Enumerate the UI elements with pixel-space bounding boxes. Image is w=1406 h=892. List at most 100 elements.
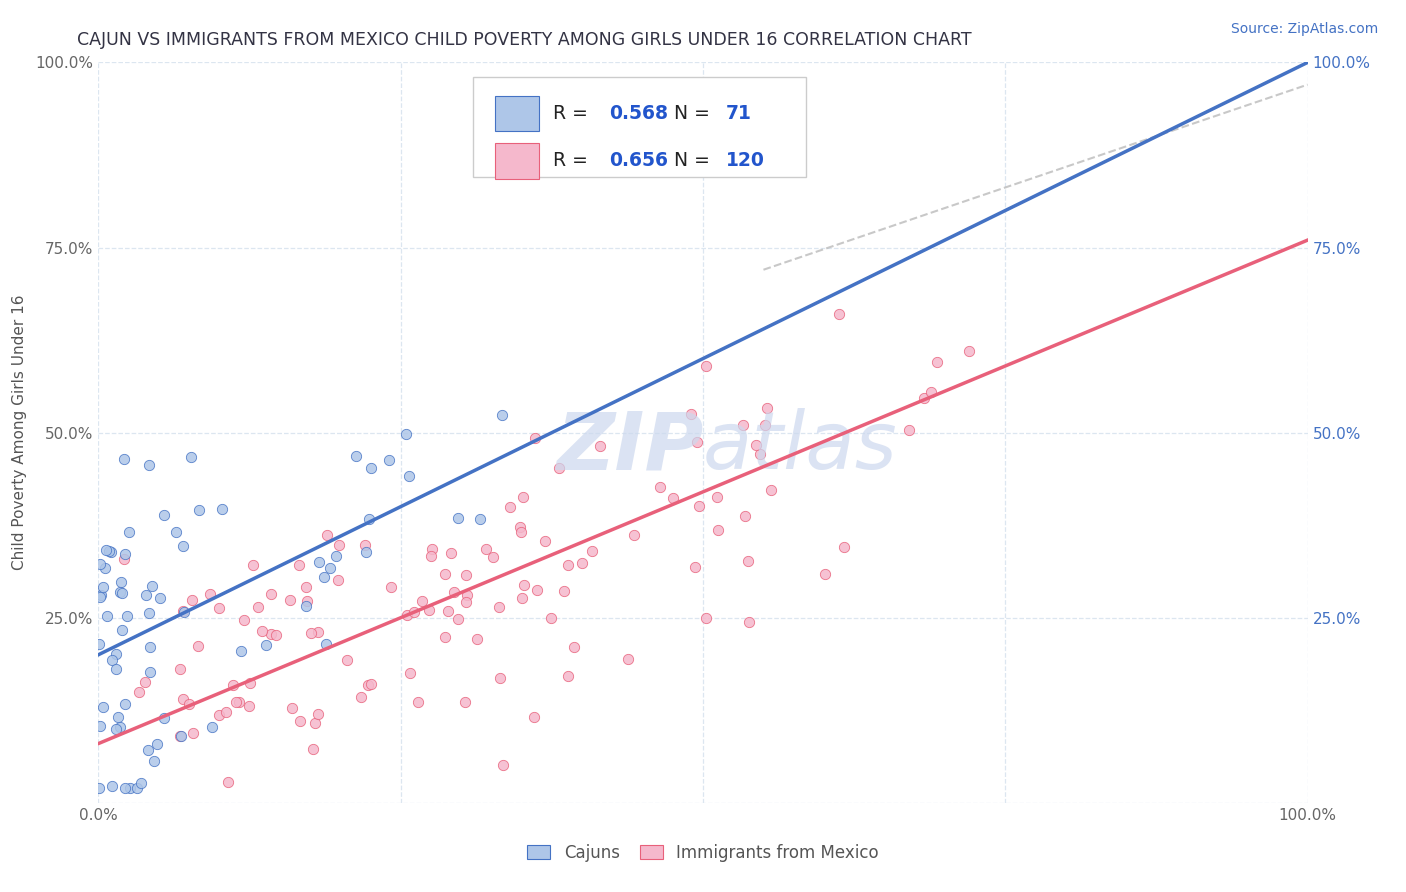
Point: [395, 427, 418, 442]
Point: [217, 775, 239, 789]
Point: [695, 611, 717, 625]
Point: [359, 511, 381, 525]
Point: [540, 610, 562, 624]
Point: [436, 604, 458, 618]
Text: ZIP: ZIP: [555, 409, 703, 486]
Point: [187, 639, 209, 653]
FancyBboxPatch shape: [474, 78, 806, 178]
Point: [170, 729, 193, 743]
Point: [104, 648, 127, 662]
Point: [110, 574, 132, 589]
Point: [239, 676, 262, 690]
Point: [832, 540, 855, 554]
Point: [399, 666, 422, 681]
Point: [454, 567, 477, 582]
Point: [380, 580, 402, 594]
Point: [225, 695, 247, 709]
Legend: Cajuns, Immigrants from Mexico: Cajuns, Immigrants from Mexico: [520, 838, 886, 869]
Point: [440, 546, 463, 560]
Point: [278, 593, 301, 607]
Point: [707, 523, 730, 537]
Point: [533, 534, 555, 549]
Point: [548, 461, 571, 475]
Point: [695, 359, 717, 373]
Text: R =: R =: [553, 104, 593, 123]
Point: [307, 625, 329, 640]
Point: [222, 678, 245, 692]
Point: [354, 545, 377, 559]
Point: [912, 391, 935, 405]
Point: [211, 502, 233, 516]
Point: [571, 556, 593, 570]
FancyBboxPatch shape: [495, 95, 538, 131]
Point: [433, 567, 456, 582]
Point: [898, 424, 921, 438]
Point: [325, 549, 347, 563]
Point: [308, 555, 330, 569]
Point: [316, 528, 339, 542]
Point: [688, 499, 710, 513]
Point: [307, 707, 329, 722]
Point: [927, 355, 949, 369]
Point: [589, 439, 612, 453]
Point: [404, 605, 426, 619]
Point: [89, 591, 111, 605]
Point: [685, 559, 707, 574]
Point: [360, 677, 382, 691]
Point: [100, 544, 122, 558]
Point: [207, 600, 229, 615]
Point: [398, 468, 420, 483]
Point: [706, 490, 728, 504]
Point: [406, 694, 429, 708]
Point: [465, 632, 488, 646]
Point: [198, 587, 221, 601]
Point: [180, 450, 202, 465]
Point: [91, 700, 114, 714]
Point: [146, 737, 169, 751]
Point: [420, 541, 443, 556]
Point: [679, 407, 702, 421]
Point: [264, 628, 287, 642]
Point: [734, 509, 756, 524]
Point: [281, 701, 304, 715]
Point: [498, 500, 520, 514]
Point: [456, 588, 478, 602]
Point: [89, 557, 111, 571]
Point: [153, 710, 176, 724]
Text: N =: N =: [673, 152, 716, 170]
Point: [378, 452, 401, 467]
Point: [295, 580, 318, 594]
Point: [737, 554, 759, 568]
Point: [360, 461, 382, 475]
Point: [89, 719, 111, 733]
Point: [468, 512, 491, 526]
Point: [87, 780, 110, 795]
Point: [165, 524, 187, 539]
Point: [215, 705, 238, 719]
Point: [108, 720, 131, 734]
Text: Source: ZipAtlas.com: Source: ZipAtlas.com: [1230, 22, 1378, 37]
Point: [110, 585, 132, 599]
FancyBboxPatch shape: [495, 143, 538, 178]
Point: [134, 675, 156, 690]
Point: [250, 624, 273, 638]
Point: [295, 593, 318, 607]
Point: [107, 709, 129, 723]
Point: [617, 652, 640, 666]
Point: [172, 691, 194, 706]
Point: [112, 552, 135, 566]
Point: [114, 697, 136, 711]
Point: [353, 538, 375, 552]
Point: [288, 714, 311, 728]
Point: [447, 612, 470, 626]
Point: [98, 543, 121, 558]
Text: 71: 71: [725, 104, 752, 123]
Point: [418, 603, 440, 617]
Y-axis label: Child Poverty Among Girls Under 16: Child Poverty Among Girls Under 16: [13, 295, 27, 570]
Point: [346, 450, 368, 464]
Point: [443, 585, 465, 599]
Point: [510, 591, 533, 605]
Point: [90, 588, 112, 602]
Point: [173, 605, 195, 619]
Point: [96, 609, 118, 624]
